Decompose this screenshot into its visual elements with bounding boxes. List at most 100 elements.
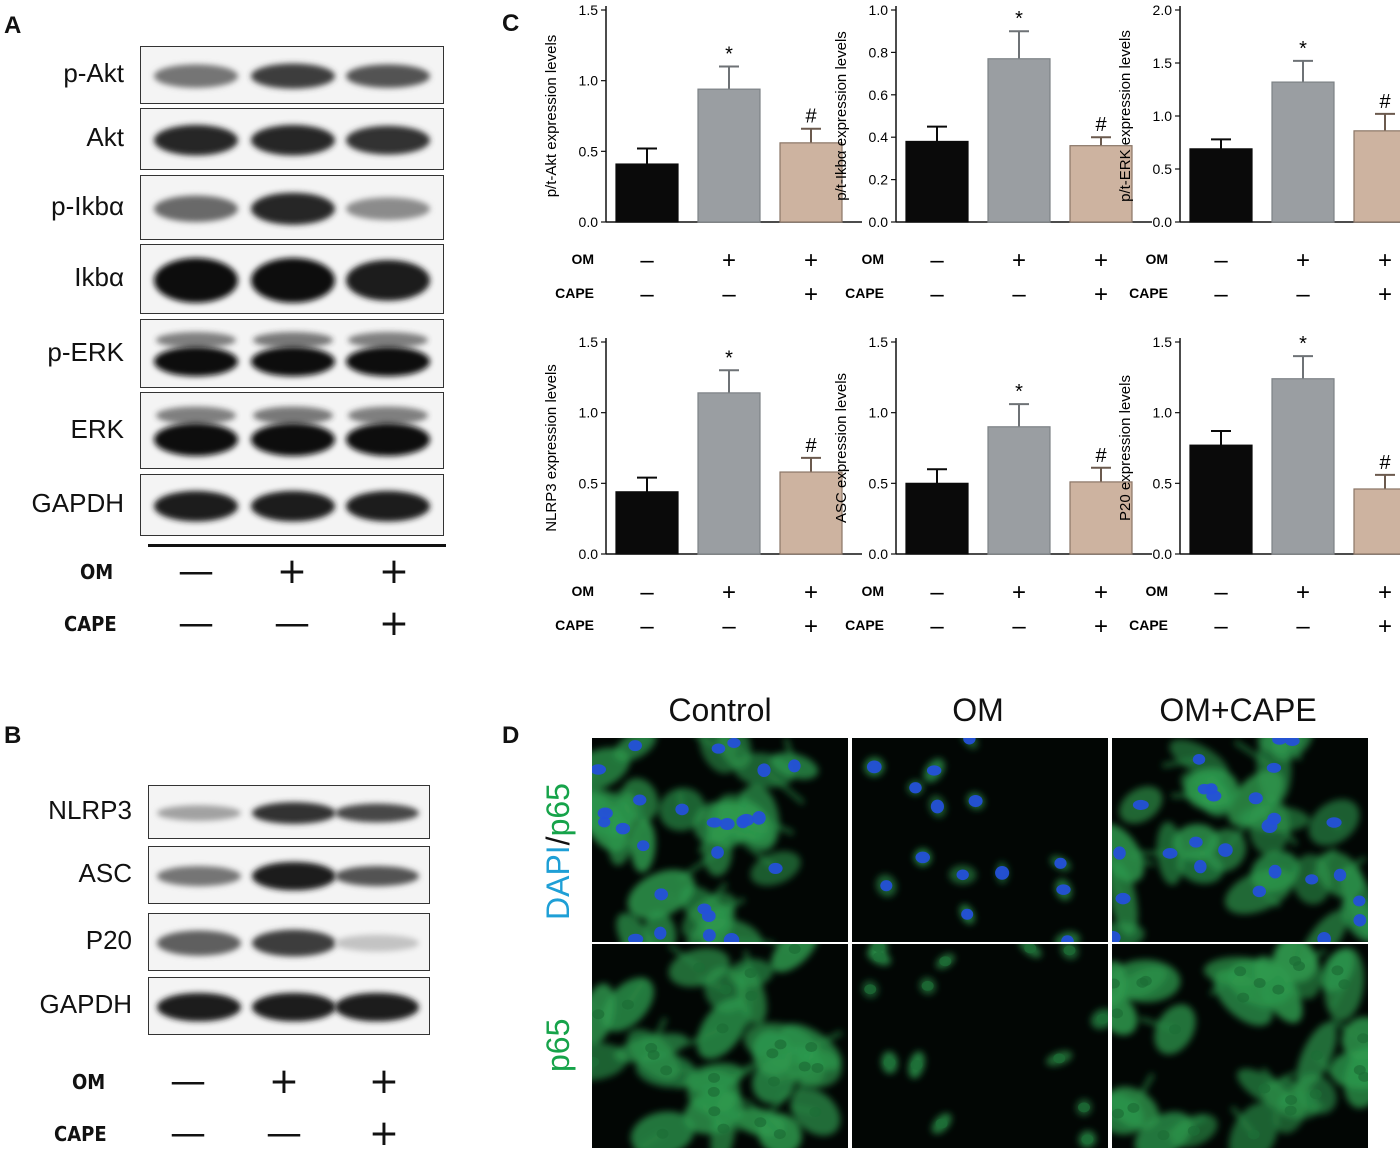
- significance-mark: *: [1015, 381, 1023, 403]
- om-sign: –: [640, 579, 654, 606]
- om-sign: +: [1296, 247, 1310, 274]
- y-tick-label: 1.5: [579, 334, 599, 350]
- y-tick-label: 1.0: [1153, 405, 1173, 421]
- panel-letter-c: C: [502, 10, 520, 37]
- b-band-label: NLRP3: [48, 795, 132, 825]
- cape-label: CAPE: [555, 285, 594, 301]
- p65-label: p65: [540, 783, 576, 837]
- b-blot-strip: [148, 977, 430, 1035]
- bar-2: [697, 392, 761, 555]
- a-blot-strip: [140, 319, 444, 388]
- a-band-label: GAPDH: [31, 488, 124, 518]
- a-band-label: p-ERK: [47, 336, 124, 367]
- om-sign: –: [1214, 579, 1228, 606]
- y-axis-label: NLRP3 expression levels: [543, 364, 560, 532]
- cape-sign: –: [930, 613, 944, 640]
- significance-mark: #: [1379, 452, 1391, 474]
- sign-b-om-3: +: [368, 1061, 400, 1102]
- bar-2: [697, 88, 761, 223]
- micrograph-tile: [852, 944, 1108, 1148]
- bar-chart-5: ASC expression levels 0.0 0.5 1.0 1.5 – – * + – # +…: [833, 334, 1152, 640]
- sign-a-om-3: +: [378, 551, 410, 592]
- om-sign: +: [722, 247, 736, 274]
- b-blot-strip: [148, 785, 430, 839]
- y-tick-label: 0.0: [869, 214, 889, 230]
- sign-b-cape-1: —: [170, 1113, 206, 1154]
- cape-label: CAPE: [845, 285, 884, 301]
- sign-a-cape-3: +: [378, 603, 410, 644]
- cape-sign: +: [804, 281, 818, 308]
- row-label-p65: p65: [540, 1018, 576, 1072]
- cape-label: CAPE: [845, 617, 884, 633]
- y-tick-label: 1.0: [869, 405, 889, 421]
- cape-sign: +: [1094, 613, 1108, 640]
- cape-sign: –: [640, 281, 654, 308]
- cape-sign: –: [1214, 613, 1228, 640]
- om-sign: –: [640, 247, 654, 274]
- y-tick-label: 0.4: [869, 129, 889, 145]
- bar-1: [615, 491, 679, 555]
- om-label: OM: [861, 583, 884, 599]
- a-band-label: ERK: [70, 413, 124, 444]
- om-sign: +: [1378, 247, 1392, 274]
- cape-sign: –: [1296, 281, 1310, 308]
- om-sign: +: [1012, 247, 1026, 274]
- column-title-om: OM: [952, 692, 1004, 728]
- om-sign: +: [722, 579, 736, 606]
- cape-sign: –: [930, 281, 944, 308]
- cape-sign: +: [1378, 613, 1392, 640]
- y-axis-label: p/t-Akt expression levels: [543, 35, 560, 198]
- om-label: OM: [80, 560, 114, 584]
- sign-a-cape-1: —: [178, 603, 214, 644]
- om-label-b: OM: [72, 1070, 106, 1094]
- divider-line: [148, 544, 446, 547]
- om-label: OM: [571, 583, 594, 599]
- b-band-label: GAPDH: [39, 989, 132, 1019]
- om-label: OM: [1145, 251, 1168, 267]
- om-label: OM: [1145, 583, 1168, 599]
- y-tick-label: 0.2: [869, 172, 889, 188]
- a-blot-strip: [140, 46, 444, 104]
- a-band-label: Akt: [86, 122, 124, 152]
- y-axis-label: p/t-Ikbα expression levels: [833, 31, 850, 201]
- significance-mark: #: [805, 435, 817, 457]
- om-label: OM: [571, 251, 594, 267]
- y-axis-label: ASC expression levels: [833, 373, 850, 523]
- significance-mark: #: [1095, 445, 1107, 467]
- y-tick-label: 1.0: [579, 73, 599, 89]
- cape-sign: –: [722, 281, 736, 308]
- significance-mark: #: [1379, 91, 1391, 113]
- y-tick-label: 0.5: [579, 143, 599, 159]
- om-sign: –: [1214, 247, 1228, 274]
- micrograph-tile: [592, 738, 848, 942]
- y-tick-label: 1.5: [869, 334, 889, 350]
- micrograph-tile: [852, 738, 1108, 942]
- y-tick-label: 1.0: [869, 2, 889, 18]
- column-title-om-cape: OM+CAPE: [1159, 692, 1317, 728]
- om-sign: +: [1094, 579, 1108, 606]
- bar-2: [1271, 378, 1335, 555]
- y-tick-label: 0.0: [579, 214, 599, 230]
- cape-label: CAPE: [1129, 617, 1168, 633]
- micrograph-tile: [592, 944, 848, 1148]
- om-sign: +: [804, 579, 818, 606]
- bar-2: [1271, 81, 1335, 223]
- om-label: OM: [861, 251, 884, 267]
- cape-sign: +: [1094, 281, 1108, 308]
- y-tick-label: 0.0: [869, 546, 889, 562]
- a-blot-strip: [140, 474, 444, 536]
- cape-label: CAPE: [64, 612, 117, 636]
- cape-sign: –: [1012, 613, 1026, 640]
- b-blot-strip: [148, 846, 430, 904]
- b-band-label: P20: [85, 925, 132, 955]
- a-band-label: Ikbα: [74, 262, 124, 292]
- bar-1: [1189, 148, 1253, 223]
- bar-2: [987, 426, 1051, 555]
- a-blot-strip: [140, 392, 444, 469]
- panel-letter-a: A: [4, 12, 22, 39]
- cape-sign: +: [804, 613, 818, 640]
- cape-sign: –: [1296, 613, 1310, 640]
- dapi-label: DAPI: [540, 845, 576, 920]
- cape-label-b: CAPE: [54, 1122, 107, 1146]
- significance-mark: #: [805, 106, 817, 128]
